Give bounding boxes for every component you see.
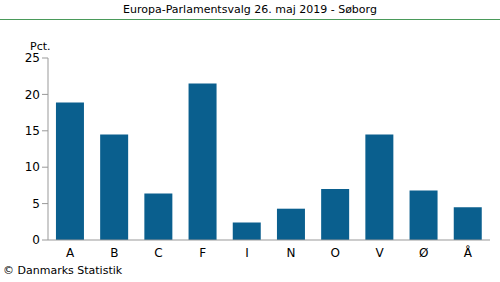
svg-text:A: A [66,246,75,260]
svg-text:20: 20 [25,88,40,102]
html-text:Europa-Parlamentsvalg 26. maj: Europa-Parlamentsvalg 26. maj 2019 - Søb… [123,3,377,16]
svg-text:V: V [375,246,384,260]
svg-text:O: O [331,246,340,260]
html-text:Pct.: Pct. [30,40,51,53]
svg-text:25: 25 [25,51,40,65]
svg-text:I: I [245,246,249,260]
svg-text:N: N [287,246,296,260]
svg-text:Ø: Ø [419,246,428,260]
svg-text:10: 10 [25,160,40,174]
svg-text:0: 0 [32,233,40,247]
html-text:© Danmarks Statistik: © Danmarks Statistik [3,264,123,277]
svg-text:Å: Å [464,245,473,260]
svg-text:C: C [154,246,162,260]
svg-text:F: F [199,246,206,260]
svg-text:15: 15 [25,124,40,138]
svg-text:5: 5 [32,197,40,211]
svg-text:B: B [110,246,118,260]
